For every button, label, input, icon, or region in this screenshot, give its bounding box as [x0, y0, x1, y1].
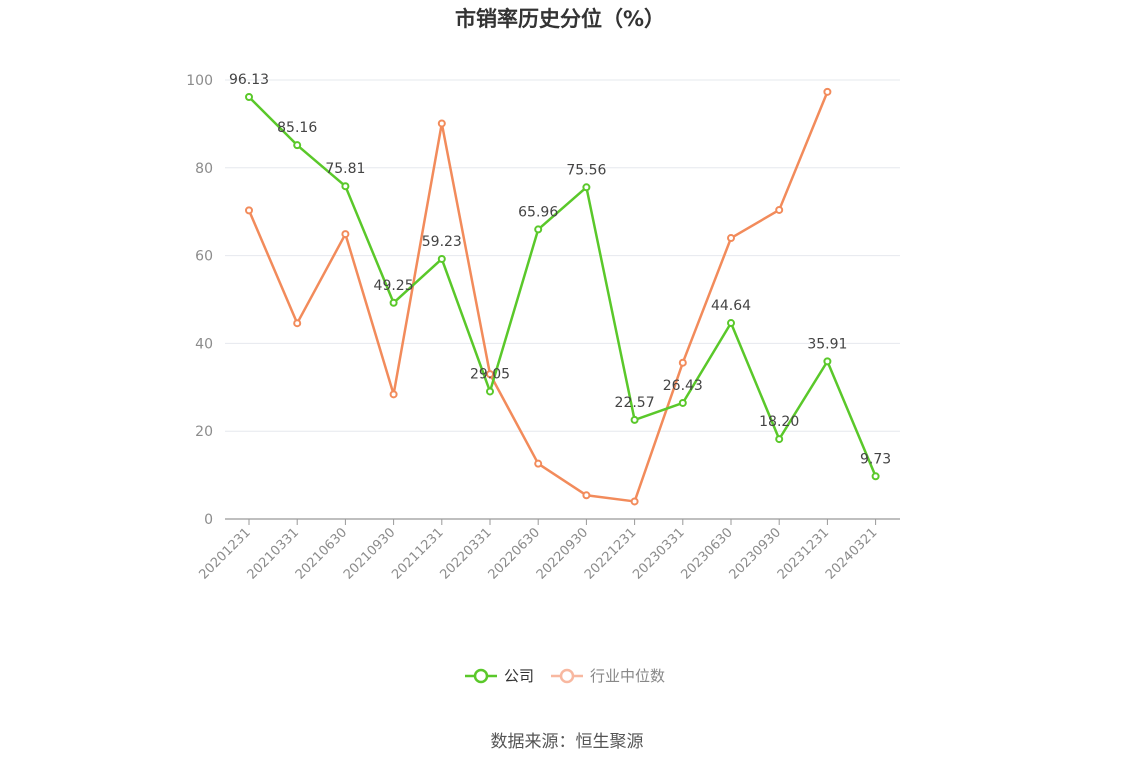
- data-point[interactable]: [727, 234, 735, 243]
- x-tick-label: 20220930: [534, 525, 591, 582]
- data-point[interactable]: [534, 225, 543, 234]
- series-layer: [245, 87, 880, 506]
- x-tick-label: 20240321: [823, 525, 880, 582]
- y-axis: 0 20 40 60 80 100: [186, 73, 213, 528]
- data-label: 22.57: [615, 395, 655, 411]
- data-label: 35.91: [807, 336, 847, 352]
- legend-label: 行业中位数: [590, 667, 665, 685]
- legend-marker: [559, 668, 575, 684]
- legend-label: 公司: [504, 667, 534, 685]
- data-point[interactable]: [486, 387, 494, 396]
- x-tick-label: 20210930: [341, 525, 398, 582]
- data-label: 85.16: [277, 120, 317, 136]
- data-label: 65.96: [518, 204, 558, 220]
- data-labels: 96.13 85.16 75.81 49.25 59.23 29.05 65.96 75.56…: [229, 72, 891, 467]
- data-point[interactable]: [389, 390, 398, 399]
- data-point[interactable]: [341, 230, 350, 239]
- x-tick-label: 20211231: [389, 525, 446, 582]
- x-tick-label: 20230930: [727, 525, 784, 582]
- y-tick-label: 40: [195, 336, 213, 352]
- data-point[interactable]: [293, 141, 302, 150]
- data-point[interactable]: [823, 357, 832, 366]
- data-point[interactable]: [630, 415, 639, 424]
- data-point[interactable]: [389, 298, 398, 307]
- y-tick-label: 20: [195, 424, 213, 440]
- data-point[interactable]: [678, 398, 687, 407]
- y-tick-label: 100: [186, 73, 213, 89]
- x-tick-label: 20210331: [245, 525, 302, 582]
- x-axis: 2020123120210331202106302021093020211231…: [196, 518, 900, 583]
- data-label: 75.56: [566, 162, 606, 178]
- legend[interactable]: 公司 行业中位数: [465, 667, 665, 685]
- data-label: 44.64: [711, 298, 751, 314]
- series-line-1: [247, 91, 829, 503]
- data-label: 18.20: [759, 414, 799, 430]
- data-point[interactable]: [775, 435, 784, 444]
- data-label: 75.81: [325, 161, 365, 177]
- x-tick-label: 20230331: [630, 525, 687, 582]
- data-point[interactable]: [341, 182, 350, 191]
- data-point[interactable]: [871, 472, 880, 481]
- legend-item-0[interactable]: 公司: [465, 667, 534, 685]
- data-label: 26.43: [663, 378, 703, 394]
- data-point[interactable]: [582, 183, 591, 192]
- y-tick-label: 80: [195, 161, 213, 177]
- data-point[interactable]: [582, 491, 591, 500]
- data-point[interactable]: [293, 319, 302, 328]
- y-tick-label: 0: [204, 512, 213, 528]
- data-point[interactable]: [678, 358, 687, 367]
- data-point[interactable]: [437, 254, 446, 263]
- data-point[interactable]: [630, 497, 639, 506]
- data-point[interactable]: [437, 119, 446, 128]
- data-point[interactable]: [823, 87, 832, 96]
- data-point[interactable]: [775, 205, 784, 214]
- x-tick-label: 20220630: [486, 525, 543, 582]
- data-point[interactable]: [486, 370, 494, 379]
- series-line-0: [248, 96, 877, 477]
- data-label: 96.13: [229, 72, 269, 88]
- legend-item-1[interactable]: 行业中位数: [551, 667, 665, 685]
- legend-marker: [473, 668, 489, 684]
- x-tick-label: 20231231: [775, 525, 832, 582]
- data-label: 49.25: [374, 278, 414, 294]
- x-tick-label: 20221231: [582, 525, 639, 582]
- data-point[interactable]: [534, 459, 543, 468]
- data-point[interactable]: [245, 92, 253, 101]
- data-point[interactable]: [727, 319, 735, 328]
- data-point[interactable]: [245, 206, 253, 215]
- x-tick-label: 20210630: [293, 525, 350, 582]
- grid-lines: [225, 79, 900, 432]
- data-label: 29.05: [470, 366, 510, 382]
- chart-title: 市销率历史分位（%）: [455, 7, 665, 31]
- y-tick-label: 60: [195, 249, 213, 265]
- source-note: 数据来源：恒生聚源: [491, 732, 644, 752]
- data-label: 59.23: [422, 234, 462, 250]
- data-label: 9.73: [860, 451, 891, 467]
